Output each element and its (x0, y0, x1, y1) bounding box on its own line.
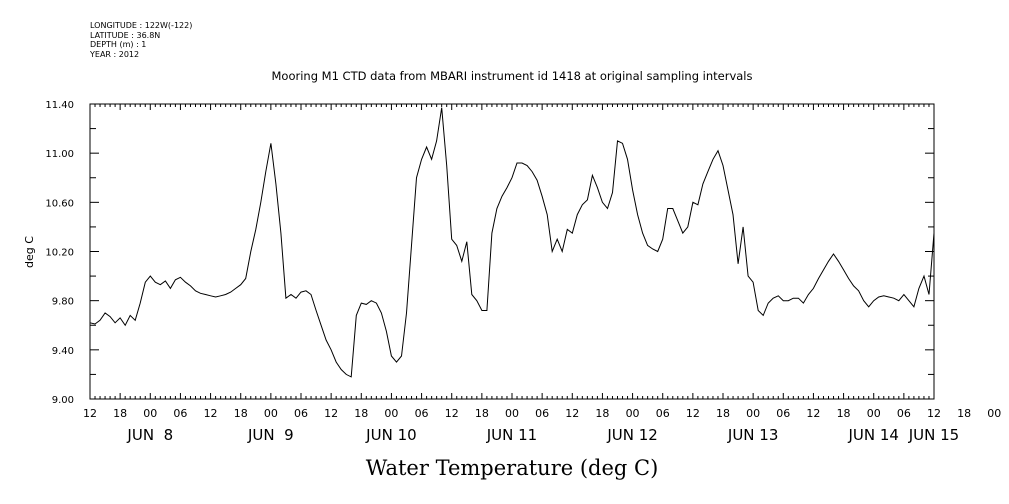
x-day-label: JUN 8 (126, 426, 173, 444)
x-hour-tick-label: 18 (113, 407, 127, 420)
x-day-label: JUN 10 (365, 426, 416, 444)
x-hour-tick-label: 06 (776, 407, 790, 420)
meta-year: YEAR : 2012 (90, 49, 140, 59)
temperature-series-line (89, 107, 935, 378)
y-tick-label: 10.60 (45, 198, 74, 209)
x-axis-ticks: 12 18 00 06 12 18 00 06 12 18 00 06 12 18 00 06 12 18 00 06… (83, 104, 1001, 444)
x-hour-tick-label: 18 (957, 407, 971, 420)
x-hour-tick-label: 12 (83, 407, 97, 420)
x-day-label: JUN 13 (727, 426, 778, 444)
x-hour-tick-label: 06 (415, 407, 429, 420)
plot-frame (89, 103, 935, 400)
x-hour-tick-label: 18 (716, 407, 730, 420)
x-hour-tick-label: 06 (656, 407, 670, 420)
meta-depth: DEPTH (m) : 1 (90, 40, 147, 49)
y-tick-label: 11.00 (45, 149, 74, 160)
y-tick-label: 9.40 (52, 346, 74, 357)
x-hour-tick-label: 00 (867, 407, 881, 420)
x-hour-tick-label: 12 (686, 407, 700, 420)
x-hour-tick-label: 18 (837, 407, 851, 420)
x-day-label: JUN 11 (486, 426, 537, 444)
y-tick-label: 11.40 (45, 100, 74, 111)
meta-latitude: LATITUDE : 36.8N (90, 30, 161, 40)
x-axis-label: Water Temperature (deg C) (366, 456, 659, 480)
x-hour-tick-label: 06 (173, 407, 187, 420)
x-hour-tick-label: 18 (595, 407, 609, 420)
x-day-label: JUN 15 (908, 426, 959, 444)
x-day-label: JUN 12 (606, 426, 657, 444)
metadata-block: LONGITUDE : 122W(-122) LATITUDE : 36.8N … (90, 21, 192, 59)
x-hour-tick-label: 06 (535, 407, 549, 420)
x-hour-tick-label: 18 (475, 407, 489, 420)
y-tick-label: 9.80 (52, 297, 74, 308)
x-day-label: JUN 14 (847, 426, 898, 444)
x-hour-tick-label: 12 (445, 407, 459, 420)
x-hour-tick-label: 00 (384, 407, 398, 420)
y-axis-label: deg C (23, 236, 36, 268)
x-hour-tick-label: 00 (505, 407, 519, 420)
x-hour-tick-label: 00 (987, 407, 1001, 420)
x-hour-tick-label: 00 (143, 407, 157, 420)
x-hour-tick-label: 12 (565, 407, 579, 420)
x-hour-tick-label: 18 (234, 407, 248, 420)
x-hour-tick-label: 06 (294, 407, 308, 420)
y-tick-label: 10.20 (45, 248, 74, 259)
chart-title: Mooring M1 CTD data from MBARI instrumen… (272, 69, 753, 83)
meta-longitude: LONGITUDE : 122W(-122) (90, 21, 193, 30)
x-hour-tick-label: 00 (746, 407, 760, 420)
x-hour-tick-label: 00 (626, 407, 640, 420)
x-hour-tick-label: 18 (354, 407, 368, 420)
x-hour-tick-label: 12 (324, 407, 338, 420)
x-hour-tick-label: 12 (204, 407, 218, 420)
x-hour-tick-label: 12 (806, 407, 820, 420)
x-hour-tick-label: 12 (927, 407, 941, 420)
x-day-label: JUN 9 (247, 426, 294, 444)
y-tick-label: 9.00 (52, 395, 74, 406)
y-axis-ticks: 9.00 9.40 9.80 10.20 10.60 11.00 11.40 (45, 100, 934, 406)
x-hour-tick-label: 00 (264, 407, 278, 420)
x-hour-tick-label: 06 (897, 407, 911, 420)
